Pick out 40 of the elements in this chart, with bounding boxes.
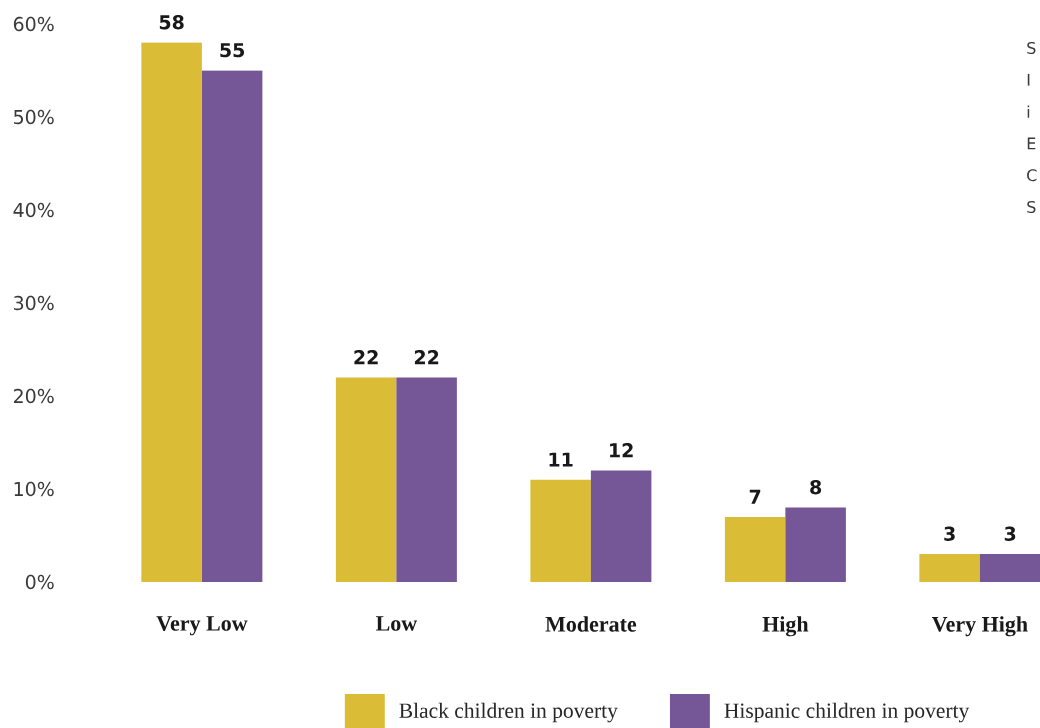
annotation: C <box>1027 169 1037 182</box>
data-label: 22 <box>414 350 439 365</box>
data-label: 3 <box>1004 526 1016 541</box>
data-label: 22 <box>354 350 378 365</box>
x-tick-label: High <box>762 616 809 637</box>
annotation: S <box>1027 41 1036 55</box>
data-label: 8 <box>810 480 822 495</box>
bar <box>335 377 397 582</box>
y-tick-label: 10% <box>14 481 54 497</box>
data-label: 7 <box>749 489 761 504</box>
y-tick-label: 50% <box>14 109 54 125</box>
bar <box>979 554 1040 582</box>
bar <box>724 516 786 582</box>
bar <box>530 479 591 582</box>
y-tick-label: 30% <box>14 295 54 311</box>
data-label: 11 <box>549 452 573 467</box>
legend-label: Hispanic children in poverty <box>724 702 970 723</box>
bar <box>201 70 263 582</box>
x-tick-label: Low <box>375 616 418 631</box>
y-tick-label: 0% <box>25 574 54 590</box>
annotation: E <box>1027 137 1036 150</box>
x-tick-label: Very High <box>931 616 1028 637</box>
x-tick-label: Moderate <box>545 616 637 632</box>
bar <box>590 470 652 582</box>
bar <box>785 507 846 582</box>
y-tick-label: 20% <box>13 388 54 404</box>
bar <box>396 377 457 582</box>
annotation: i <box>1027 105 1030 118</box>
bar <box>141 42 202 582</box>
legend-label: Black children in poverty <box>399 702 618 723</box>
x-tick-label: Very Low <box>156 616 248 636</box>
annotation: I <box>1027 73 1030 86</box>
data-label: 58 <box>159 15 184 30</box>
data-label: 3 <box>944 526 955 541</box>
data-label: 55 <box>220 43 245 58</box>
bar <box>919 554 980 582</box>
y-tick-label: 40% <box>13 202 54 218</box>
y-tick-label: 60% <box>13 16 54 32</box>
data-label: 12 <box>610 443 633 458</box>
annotation: S <box>1027 200 1036 214</box>
